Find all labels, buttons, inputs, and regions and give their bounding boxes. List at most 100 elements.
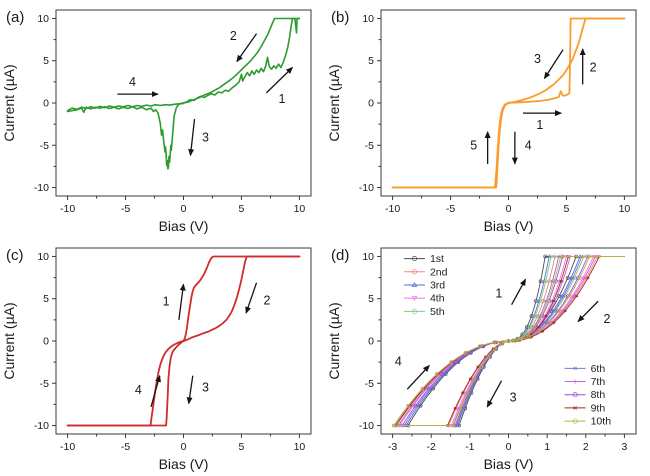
marker-5th — [527, 325, 532, 329]
series-a-sweep2-10-to-0V — [182, 17, 301, 104]
sweep-step-label-4: 4 — [129, 75, 136, 89]
tick-labels: -10 -5 0 5 10 10 5 0 -5 -10 — [34, 251, 306, 453]
sweep-arrow-1 — [511, 278, 527, 305]
sweep-arrow-4 — [150, 374, 161, 408]
x-tick-label: -1 — [465, 441, 474, 453]
marker-10th — [463, 351, 468, 355]
x-axis-title: Bias (V) — [159, 456, 209, 472]
marker-10th — [547, 320, 551, 325]
sweep-step-label-2: 2 — [604, 312, 611, 326]
sweep-step-label-2: 2 — [230, 29, 237, 43]
series-c-sweep2-10-to-0V — [182, 255, 301, 342]
markers-10th — [391, 254, 592, 428]
panel-d: -3 -2 -1 0 1 2 3 10 5 0 -5 -10 Bias (V) Current (µA)(… — [325, 238, 650, 476]
series-b-sweep1-0-to-10V — [507, 17, 626, 104]
marker-10th — [526, 335, 531, 339]
marker-8th — [453, 360, 458, 364]
series-a-sweep1-0-to-10V — [182, 17, 301, 104]
legend-marker-9th — [572, 406, 578, 410]
y-tick-label: 10 — [37, 251, 49, 263]
y-tick-label: 5 — [368, 55, 374, 67]
x-tick-label: -10 — [385, 203, 400, 215]
marker-5th — [543, 279, 548, 284]
sweep-step-label-4: 4 — [525, 138, 532, 152]
sweep-step-label-4: 4 — [135, 383, 142, 397]
marker-1st — [543, 254, 548, 259]
x-tick-label: 1 — [544, 441, 550, 453]
series-d-10th — [392, 256, 625, 426]
legend-marker-3rd — [411, 282, 418, 287]
marker-10th — [587, 254, 592, 259]
plot-area — [391, 254, 625, 428]
sweep-arrow-1 — [265, 66, 294, 94]
marker-10th — [477, 344, 482, 349]
marker-9th — [544, 314, 548, 318]
series-c-sweep1-0-to-10V — [182, 255, 301, 342]
legend-label-2nd: 2nd — [430, 266, 448, 278]
sweep-step-label-3: 3 — [510, 391, 517, 405]
x-tick-label: 0 — [181, 203, 187, 215]
marker-10th — [492, 347, 497, 351]
y-tick-label: 10 — [362, 251, 374, 263]
sweep-step-label-3: 3 — [534, 52, 541, 66]
legend-label-7th: 7th — [591, 376, 606, 388]
y-tick-label: -5 — [365, 140, 374, 152]
marker-9th — [461, 391, 465, 395]
panel-tag-b: (b) — [331, 9, 349, 26]
x-tick-label: 0 — [181, 441, 187, 453]
x-tick-label: -3 — [388, 441, 397, 453]
y-tick-label: 0 — [368, 98, 374, 110]
chart-a-svg: -10 -5 0 5 10 10 5 0 -5 -10 Bias (V) Current (µA) (a… — [1, 9, 312, 234]
tick-labels: -10 -5 0 5 10 10 5 0 -5 -10 — [359, 13, 631, 215]
sweep-step-label-1: 1 — [495, 287, 502, 301]
marker-9th — [586, 276, 590, 280]
tick-labels: -10 -5 0 5 10 10 5 0 -5 -10 — [34, 13, 306, 215]
plot-area — [66, 17, 301, 170]
x-tick-label: 2 — [583, 441, 589, 453]
marker-9th — [552, 321, 556, 324]
sweep-step-label-1: 1 — [279, 92, 286, 106]
x-tick-label: 10 — [619, 203, 631, 215]
y-axis-title: Current (µA) — [326, 302, 342, 379]
marker-10th — [516, 338, 521, 342]
sweep-step-label-5: 5 — [470, 138, 477, 152]
y-tick-label: 5 — [43, 293, 49, 305]
panel-a: -10 -5 0 5 10 10 5 0 -5 -10 Bias (V) Current (µA) (a… — [0, 0, 325, 238]
legend-marker-8th — [572, 392, 578, 398]
marker-10th — [506, 339, 511, 343]
series-c-sweep4-neg10-to-0V — [66, 340, 185, 427]
marker-1st — [538, 279, 543, 284]
panel-tag-a: (a) — [6, 9, 24, 26]
marker-10th — [420, 386, 425, 391]
marker-10th — [532, 325, 537, 329]
panel-c: -10 -5 0 5 10 10 5 0 -5 -10 Bias (V) Current (µA) (c… — [0, 238, 325, 476]
sweep-step-label-1: 1 — [163, 294, 170, 308]
marker-9th — [575, 294, 579, 298]
marker-8th — [413, 403, 418, 408]
legend-label-8th: 8th — [591, 389, 606, 401]
y-tick-label: -5 — [365, 378, 374, 390]
x-tick-label: 5 — [564, 203, 570, 215]
marker-6th — [571, 276, 575, 280]
sweep-arrow-2 — [245, 282, 258, 314]
marker-10th — [391, 423, 396, 428]
sweep-step-label-4: 4 — [395, 354, 402, 368]
x-tick-label: 10 — [294, 203, 306, 215]
marker-10th — [558, 254, 563, 259]
plot-area — [66, 255, 301, 427]
marker-10th — [567, 294, 572, 298]
sweep-arrow-4 — [406, 364, 430, 390]
y-tick-label: -10 — [359, 182, 374, 194]
sweep-arrow-1 — [178, 283, 186, 320]
marker-10th — [557, 309, 562, 313]
sweep-arrow-3 — [543, 49, 564, 80]
marker-9th — [563, 309, 567, 313]
sweep-step-label-2: 2 — [590, 60, 597, 74]
sweep-arrow-2 — [577, 300, 599, 323]
series-a-sweep3-0-to-neg10V — [66, 102, 185, 170]
chart-b-svg: -10 -5 0 5 10 10 5 0 -5 -10 Bias (V) Current (µA) (b… — [326, 9, 637, 234]
x-tick-label: -5 — [121, 203, 130, 215]
